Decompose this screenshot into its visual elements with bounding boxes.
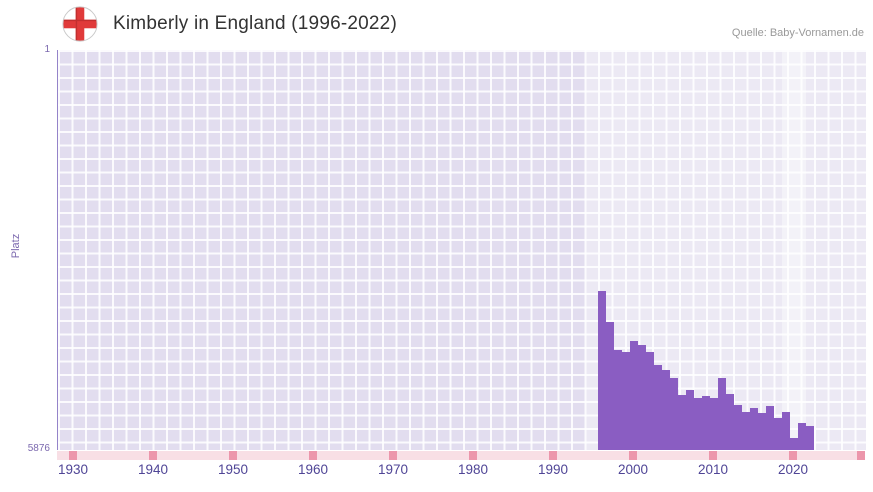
bar-2015[interactable] bbox=[750, 408, 758, 450]
x-tick-label-2010: 2010 bbox=[697, 462, 729, 477]
x-tick-label-2020: 2020 bbox=[777, 462, 809, 477]
bar-1999[interactable] bbox=[622, 352, 630, 450]
x-axis-strip bbox=[57, 451, 865, 460]
bar-2001[interactable] bbox=[638, 344, 646, 450]
bar-2006[interactable] bbox=[678, 395, 686, 450]
x-tick-label-2000: 2000 bbox=[617, 462, 649, 477]
x-tick-1950 bbox=[229, 451, 237, 460]
x-tick-2020 bbox=[789, 451, 797, 460]
x-axis-end-tick bbox=[857, 451, 865, 460]
y-tick-bottom: 5876 bbox=[27, 443, 50, 454]
bar-2004[interactable] bbox=[662, 369, 670, 450]
bar-1996[interactable] bbox=[598, 290, 606, 450]
source-credit: Quelle: Baby-Vornamen.de bbox=[731, 27, 864, 39]
y-axis-title: Platz bbox=[10, 233, 22, 259]
bar-2010[interactable] bbox=[710, 397, 718, 450]
y-tick-top: 1 bbox=[44, 44, 50, 55]
x-axis-labels: 1930 1940 1950 1960 1970 1980 1990 2000 2010 2020 bbox=[57, 462, 865, 484]
x-tick-label-1940: 1940 bbox=[137, 462, 169, 477]
bar-2009[interactable] bbox=[702, 395, 710, 450]
bar-2020[interactable] bbox=[790, 438, 798, 450]
bar-2016[interactable] bbox=[758, 412, 766, 450]
bar-2008[interactable] bbox=[694, 397, 702, 450]
x-tick-label-1930: 1930 bbox=[57, 462, 89, 477]
bar-1997[interactable] bbox=[606, 322, 614, 450]
bar-2014[interactable] bbox=[742, 412, 750, 450]
bar-1998[interactable] bbox=[614, 349, 622, 450]
x-tick-1990 bbox=[549, 451, 557, 460]
england-flag-icon bbox=[61, 5, 99, 43]
bar-2005[interactable] bbox=[670, 378, 678, 450]
bar-2018[interactable] bbox=[774, 418, 782, 450]
chart-title: Kimberly in England (1996-2022) bbox=[113, 13, 397, 34]
x-tick-1980 bbox=[469, 451, 477, 460]
x-tick-1960 bbox=[309, 451, 317, 460]
x-tick-label-1990: 1990 bbox=[537, 462, 569, 477]
bar-2000[interactable] bbox=[630, 341, 638, 450]
highlight-region bbox=[782, 50, 806, 450]
bar-2013[interactable] bbox=[734, 405, 742, 450]
x-tick-1930 bbox=[69, 451, 77, 460]
bar-2011[interactable] bbox=[718, 378, 726, 450]
bar-2007[interactable] bbox=[686, 390, 694, 450]
x-tick-2000 bbox=[629, 451, 637, 460]
bar-2012[interactable] bbox=[726, 394, 734, 450]
plot-area bbox=[57, 50, 866, 450]
bar-2022[interactable] bbox=[806, 425, 814, 450]
bar-2002[interactable] bbox=[646, 352, 654, 450]
x-tick-label-1950: 1950 bbox=[217, 462, 249, 477]
bar-2019[interactable] bbox=[782, 412, 790, 450]
x-tick-1940 bbox=[149, 451, 157, 460]
x-tick-label-1970: 1970 bbox=[377, 462, 409, 477]
bar-2003[interactable] bbox=[654, 365, 662, 450]
x-tick-label-1960: 1960 bbox=[297, 462, 329, 477]
x-tick-label-1980: 1980 bbox=[457, 462, 489, 477]
x-tick-2010 bbox=[709, 451, 717, 460]
bar-2021[interactable] bbox=[798, 423, 806, 450]
x-tick-1970 bbox=[389, 451, 397, 460]
bar-2017[interactable] bbox=[766, 406, 774, 450]
